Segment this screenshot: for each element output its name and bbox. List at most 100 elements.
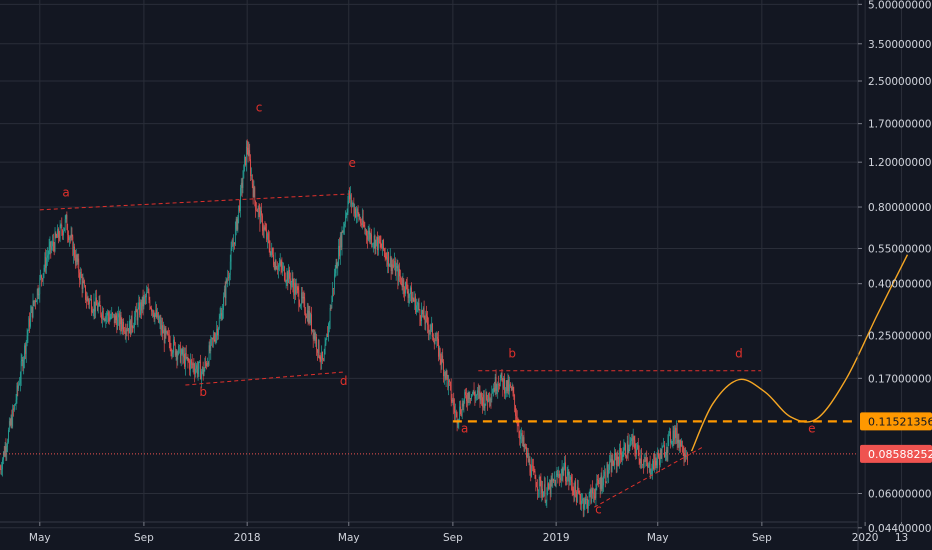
candle-body xyxy=(577,486,579,492)
candle-body xyxy=(387,252,389,265)
candle-body xyxy=(400,276,401,278)
candle-body xyxy=(121,324,123,330)
candle-body xyxy=(29,318,30,327)
candle-body xyxy=(249,150,251,160)
candle-body xyxy=(311,314,312,331)
candle-body xyxy=(319,356,321,361)
candle-body xyxy=(367,234,369,240)
candle-body xyxy=(182,349,184,358)
candle-body xyxy=(96,305,98,311)
candle-body xyxy=(598,483,600,484)
candle-body xyxy=(539,476,541,481)
candle-body xyxy=(647,462,648,468)
candle-body xyxy=(338,245,339,266)
candle-body xyxy=(224,289,226,299)
candle-body xyxy=(455,411,456,413)
candle-body xyxy=(102,310,103,319)
candle-body xyxy=(40,275,41,278)
candle-body xyxy=(477,390,479,392)
candle-body xyxy=(438,338,439,357)
candle-body xyxy=(47,255,48,258)
candle-body xyxy=(544,484,546,502)
candle-body xyxy=(473,390,475,395)
candle-body xyxy=(8,421,10,431)
candle-body xyxy=(347,201,349,213)
candle-body xyxy=(7,442,8,448)
candle-body xyxy=(656,459,658,466)
candle-body xyxy=(161,325,163,331)
candle-body xyxy=(463,399,465,407)
candle-body xyxy=(435,340,437,342)
candle-body xyxy=(516,415,517,419)
candle-body xyxy=(355,208,356,218)
candle-body xyxy=(535,478,537,487)
candle-body xyxy=(152,310,154,316)
candle-body xyxy=(240,188,241,211)
price-tick-label: 0.06000000 xyxy=(868,489,931,501)
candle-body xyxy=(101,314,102,319)
candle-body xyxy=(559,474,560,478)
candle-body xyxy=(685,454,687,457)
candle-body xyxy=(626,441,628,458)
candle-body xyxy=(137,307,139,321)
candle-body xyxy=(345,216,346,224)
candle-body xyxy=(380,242,382,247)
candle-body xyxy=(59,225,61,239)
candle-body xyxy=(672,430,674,442)
candle-body xyxy=(622,455,624,457)
candle-body xyxy=(107,312,108,316)
candle-body xyxy=(234,242,235,245)
candle-body xyxy=(232,246,234,247)
candle-body xyxy=(515,405,516,416)
candle-body xyxy=(334,273,336,275)
candle-body xyxy=(78,258,80,273)
candle-body xyxy=(113,314,115,323)
candle-body xyxy=(262,215,263,231)
candle-body xyxy=(19,378,21,384)
candle-body xyxy=(309,310,311,323)
candle-body xyxy=(195,368,196,374)
candle-body xyxy=(215,334,217,342)
candle-body xyxy=(279,261,281,265)
candle-body xyxy=(642,464,643,465)
candle-body xyxy=(53,245,55,251)
candle-body xyxy=(386,257,388,265)
candle-body xyxy=(653,454,655,470)
candle-body xyxy=(190,360,192,361)
candle-body xyxy=(372,244,373,245)
candle-body xyxy=(55,232,57,237)
candle-body xyxy=(348,191,350,202)
candle-body xyxy=(197,369,199,375)
candle-body xyxy=(340,235,342,248)
candle-body xyxy=(606,464,608,483)
candle-body xyxy=(75,255,77,264)
candle-body xyxy=(123,321,124,332)
candle-body xyxy=(210,339,212,351)
candle-body xyxy=(180,354,182,363)
candle-body xyxy=(470,398,472,400)
candle-body xyxy=(213,336,215,340)
candle-body xyxy=(149,299,151,308)
candle-body xyxy=(286,272,288,282)
candle-body xyxy=(13,408,14,410)
candle-body xyxy=(578,491,580,493)
candle-body xyxy=(251,174,252,177)
candle-body xyxy=(312,329,313,331)
candle-body xyxy=(538,476,540,490)
candle-body xyxy=(523,437,525,448)
candle-body xyxy=(356,209,358,214)
candle-body xyxy=(270,251,272,256)
candle-body xyxy=(175,351,177,356)
candle-body xyxy=(310,314,312,323)
candle-body xyxy=(570,476,571,480)
candle-body xyxy=(456,413,458,424)
candle-body xyxy=(108,316,110,321)
candle-body xyxy=(480,392,482,401)
candle-body xyxy=(646,458,648,463)
candle-body xyxy=(179,345,181,363)
candle-body xyxy=(290,281,292,286)
candle-body xyxy=(479,391,481,401)
candle-body xyxy=(3,451,4,460)
